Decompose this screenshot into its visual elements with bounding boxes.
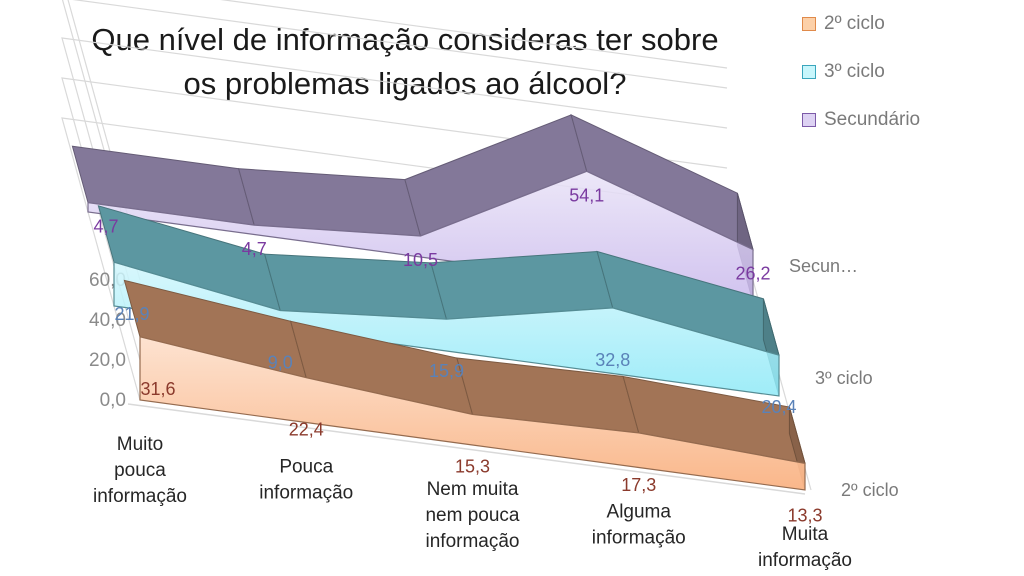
- legend-label-3-ciclo: 3º ciclo: [824, 61, 885, 82]
- data-label: 31,6: [140, 379, 175, 399]
- data-label: 26,2: [735, 264, 770, 284]
- legend-swatch-3-ciclo: [802, 65, 816, 79]
- x-tick-label: Muita informação: [758, 524, 852, 571]
- data-label: 15,3: [455, 456, 490, 476]
- data-label: 20,4: [761, 397, 796, 417]
- x-tick-label: Muito pouca informação: [93, 434, 187, 507]
- legend-swatch-secundario: [802, 113, 816, 127]
- legend-item-2-ciclo: 2º ciclo: [802, 0, 1017, 48]
- chart-title-line-1: Que nível de informação consideras ter s…: [91, 22, 719, 57]
- data-label: 54,1: [569, 185, 604, 205]
- legend-item-secundario: Secundário: [802, 96, 1017, 144]
- data-label: 17,3: [621, 475, 656, 495]
- series-top-ribbon: [430, 250, 614, 320]
- x-axis-line: [127, 403, 806, 495]
- data-label: 22,4: [289, 420, 324, 440]
- legend: 2º ciclo 3º ciclo Secundário: [802, 0, 1017, 144]
- y-tick-label: 40,0: [89, 310, 126, 331]
- depth-axis-label: 3º ciclo: [815, 368, 873, 388]
- legend-label-secundario: Secundário: [824, 109, 921, 130]
- y-tick-label: 0,0: [100, 390, 126, 411]
- data-label: 15,9: [429, 361, 464, 381]
- data-label: 9,0: [268, 353, 293, 373]
- series-area: [139, 336, 806, 491]
- x-tick-label: Pouca informação: [259, 457, 353, 504]
- depth-axis-label: 2º ciclo: [841, 480, 899, 500]
- series-0: [123, 279, 806, 491]
- depth-axis-label: Secun…: [789, 256, 858, 276]
- data-label: 10,5: [403, 250, 438, 270]
- x-tick-label: Nem muita nem pouca informação: [425, 479, 519, 552]
- legend-swatch-2-ciclo: [802, 17, 816, 31]
- series-1: [97, 205, 780, 397]
- data-label: 21,9: [114, 304, 149, 324]
- data-label: 13,3: [787, 505, 822, 525]
- data-label: 32,8: [595, 350, 630, 370]
- data-label: 4,7: [93, 217, 118, 237]
- legend-item-3-ciclo: 3º ciclo: [802, 48, 1017, 96]
- data-label: 4,7: [242, 239, 267, 259]
- y-tick-label: 20,0: [89, 350, 126, 371]
- chart-title-line-2: os problemas ligados ao álcool?: [183, 66, 627, 101]
- x-tick-label: Alguma informação: [592, 502, 686, 549]
- chart-title: Que nível de informação consideras ter s…: [20, 18, 790, 106]
- legend-label-2-ciclo: 2º ciclo: [824, 13, 885, 34]
